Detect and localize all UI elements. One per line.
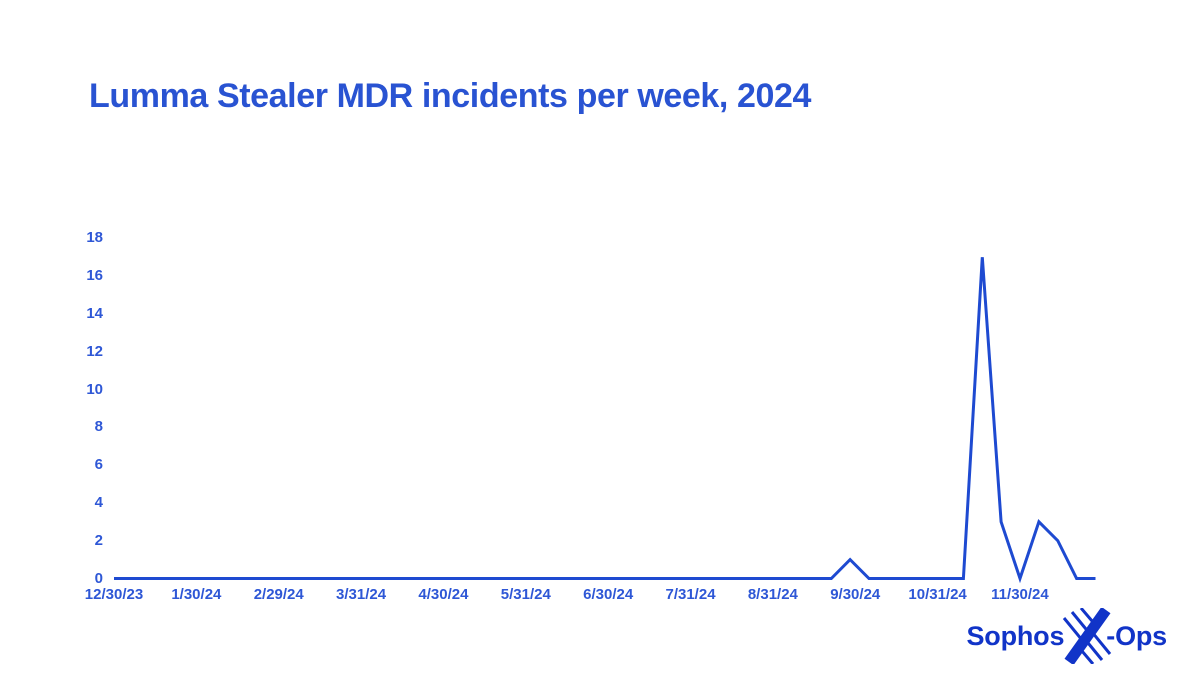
x-tick-label: 12/30/23 — [84, 586, 144, 603]
incidents-line — [114, 257, 1096, 584]
x-tick-label: 2/29/24 — [253, 586, 304, 603]
chart-title: Lumma Stealer MDR incidents per week, 20… — [89, 77, 812, 115]
x-tick-label: 4/30/24 — [418, 586, 469, 603]
logo-ops-text: -Ops — [1106, 620, 1167, 651]
sophos-xops-logo: Sophos -Ops — [966, 608, 1167, 664]
y-tick-label: 14 — [86, 304, 103, 322]
x-tick-label: 8/31/24 — [747, 586, 798, 603]
x-tick-label: 1/30/24 — [171, 586, 222, 603]
x-tick-label: 5/31/24 — [500, 586, 551, 603]
y-tick-label: 10 — [86, 380, 103, 398]
y-tick-label: 4 — [94, 493, 103, 511]
y-tick-label: 2 — [94, 531, 103, 549]
logo-sophos-text: Sophos — [966, 620, 1065, 651]
x-tick-label: 3/31/24 — [336, 586, 387, 603]
y-tick-label: 12 — [86, 342, 103, 360]
x-tick-label: 11/30/24 — [991, 586, 1049, 603]
y-tick-label: 6 — [94, 456, 103, 474]
x-tick-label: 7/31/24 — [665, 586, 716, 603]
sophos-x-icon — [1063, 608, 1112, 664]
y-tick-label: 8 — [94, 418, 103, 436]
y-tick-label: 0 — [94, 569, 103, 587]
x-tick-label: 9/30/24 — [830, 586, 881, 603]
x-tick-label: 10/31/24 — [908, 586, 967, 603]
x-tick-label: 6/30/24 — [583, 586, 634, 603]
y-tick-label: 16 — [86, 267, 103, 285]
y-tick-label: 18 — [86, 229, 103, 247]
